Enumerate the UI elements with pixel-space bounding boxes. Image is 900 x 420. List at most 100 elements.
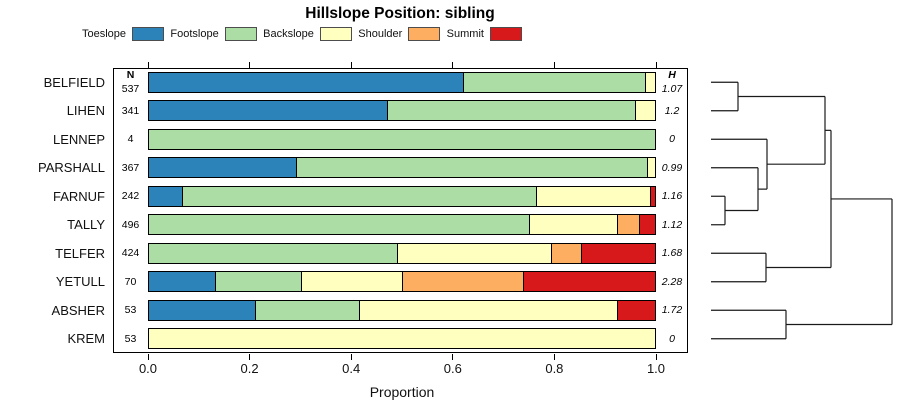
n-value: 53 xyxy=(124,304,137,317)
bar-segment-summit xyxy=(638,215,655,235)
legend-label: Backslope xyxy=(263,28,314,40)
row-label-telfer: TELFER xyxy=(55,245,105,261)
h-value: 1.72 xyxy=(661,304,683,317)
n-value: 4 xyxy=(127,133,134,146)
bar-segment-footslope xyxy=(462,72,645,92)
axis-tick-top xyxy=(350,62,352,68)
bar-segment-toeslope xyxy=(149,158,296,178)
legend-item-backslope: Backslope xyxy=(263,27,352,41)
n-value: 367 xyxy=(121,161,140,174)
chart-title: Hillslope Position: sibling xyxy=(305,5,495,22)
row-label-tally: TALLY xyxy=(67,217,105,233)
axis-tick-top xyxy=(655,62,657,68)
legend: Toeslope Footslope Backslope Shoulder Summit xyxy=(82,26,522,42)
n-value: 496 xyxy=(121,218,140,231)
h-column-header: H xyxy=(668,69,676,82)
row-label-absher: ABSHER xyxy=(51,302,105,318)
bar-segment-toeslope xyxy=(149,72,463,92)
legend-swatch-backslope xyxy=(319,27,352,41)
bar-segment-summit xyxy=(617,300,655,320)
legend-label: Summit xyxy=(446,28,484,40)
legend-item-summit: Summit xyxy=(447,27,522,41)
h-value: 1.07 xyxy=(661,83,683,96)
bar-segment-backslope xyxy=(149,329,655,349)
bar-segment-footslope xyxy=(295,158,648,178)
stacked-bar-lihen xyxy=(148,100,656,122)
stacked-bar-lennep xyxy=(148,128,656,150)
n-value: 537 xyxy=(121,83,140,96)
axis-tick-bottom xyxy=(350,353,352,360)
bar-segment-footslope xyxy=(386,101,635,121)
stacked-bar-belfield xyxy=(148,71,656,93)
x-tick-label: 0.2 xyxy=(240,361,259,376)
plot-box xyxy=(113,68,688,353)
bar-segment-toeslope xyxy=(149,272,215,292)
legend-swatch-shoulder xyxy=(408,27,441,41)
stacked-bar-krem xyxy=(148,328,656,350)
bar-segment-footslope xyxy=(149,243,397,263)
axis-tick-top xyxy=(147,62,149,68)
bar-segment-backslope xyxy=(647,158,655,178)
axis-tick-top xyxy=(553,62,555,68)
bar-segment-backslope xyxy=(528,215,618,235)
bar-segment-shoulder xyxy=(551,243,582,263)
axis-tick-bottom xyxy=(452,353,454,360)
row-label-parshall: PARSHALL xyxy=(38,160,105,176)
h-value: 0 xyxy=(669,332,675,345)
bar-segment-footslope xyxy=(149,129,655,149)
row-label-lihen: LIHEN xyxy=(66,103,105,119)
axis-tick-bottom xyxy=(147,353,149,360)
row-label-krem: KREM xyxy=(67,331,105,347)
bar-segment-footslope xyxy=(214,272,301,292)
bar-segment-footslope xyxy=(255,300,359,320)
row-label-belfield: BELFIELD xyxy=(43,74,105,90)
bar-segment-shoulder xyxy=(401,272,524,292)
stacked-bar-tally xyxy=(148,214,656,236)
bar-segment-footslope xyxy=(149,215,529,235)
bar-segment-backslope xyxy=(300,272,402,292)
bar-segment-backslope xyxy=(396,243,552,263)
bar-segment-toeslope xyxy=(149,101,387,121)
axis-tick-bottom xyxy=(553,353,555,360)
legend-swatch-summit xyxy=(489,27,522,41)
legend-item-shoulder: Shoulder xyxy=(358,27,441,41)
x-tick-label: 1.0 xyxy=(646,361,666,376)
bar-segment-summit xyxy=(649,186,655,206)
legend-item-toeslope: Toeslope xyxy=(82,27,165,41)
n-value: 242 xyxy=(121,190,140,203)
dendrogram xyxy=(711,81,893,340)
legend-label: Shoulder xyxy=(358,28,403,40)
row-label-yetull: YETULL xyxy=(55,274,105,290)
h-value: 1.16 xyxy=(661,190,683,203)
stacked-bar-parshall xyxy=(148,157,656,179)
h-value: 0.99 xyxy=(661,161,683,174)
x-tick-label: 0.6 xyxy=(443,361,462,376)
h-value: 2.28 xyxy=(661,275,683,288)
n-column-header: N xyxy=(126,69,135,82)
x-axis-title: Proportion xyxy=(369,384,435,400)
row-label-farnuf: FARNUF xyxy=(53,188,105,204)
bar-segment-summit xyxy=(523,272,655,292)
legend-item-footslope: Footslope xyxy=(170,27,257,41)
axis-tick-bottom xyxy=(655,353,657,360)
stacked-bar-yetull xyxy=(148,271,656,293)
h-value: 0 xyxy=(669,133,675,146)
x-tick-label: 0.0 xyxy=(138,361,158,376)
bar-segment-toeslope xyxy=(149,186,182,206)
legend-swatch-footslope xyxy=(224,27,257,41)
bar-segment-shoulder xyxy=(617,215,639,235)
legend-swatch-toeslope xyxy=(132,27,165,41)
bar-segment-toeslope xyxy=(149,300,256,320)
h-value: 1.68 xyxy=(661,247,683,260)
bar-segment-backslope xyxy=(536,186,650,206)
n-value: 53 xyxy=(124,332,137,345)
stacked-bar-absher xyxy=(148,299,656,321)
axis-tick-top xyxy=(452,62,454,68)
stacked-bar-farnuf xyxy=(148,185,656,207)
x-tick-label: 0.8 xyxy=(545,361,564,376)
bar-segment-summit xyxy=(581,243,655,263)
h-value: 1.12 xyxy=(661,218,683,231)
axis-tick-top xyxy=(249,62,251,68)
legend-label: Toeslope xyxy=(82,28,127,40)
